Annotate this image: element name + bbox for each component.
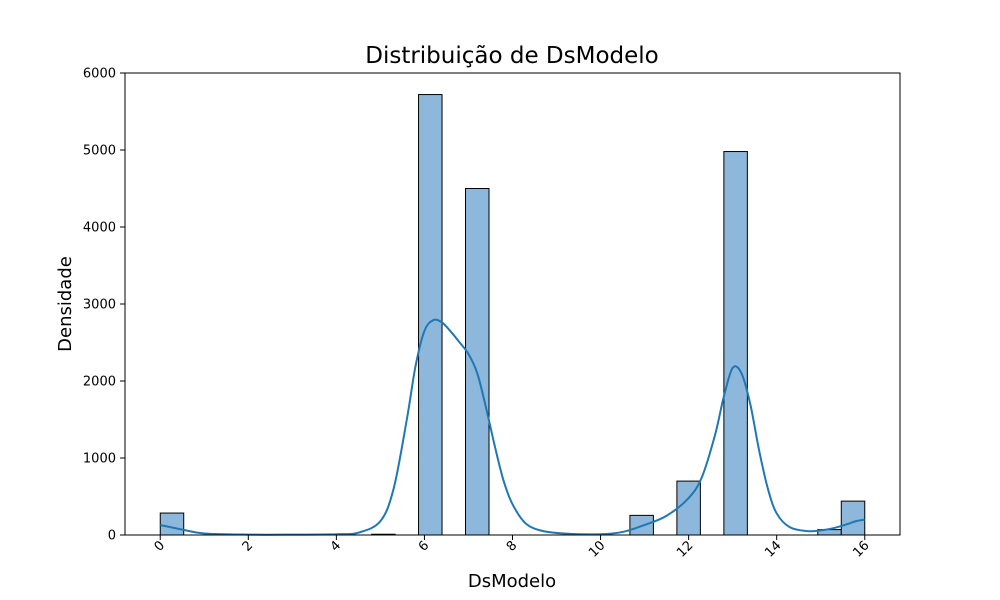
histogram-bar bbox=[676, 480, 701, 536]
histogram-bar bbox=[723, 151, 748, 536]
x-axis-label: DsModelo bbox=[468, 571, 556, 592]
y-tick-label: 1000 bbox=[83, 452, 116, 467]
y-tick-label: 2000 bbox=[83, 375, 116, 390]
chart-title: Distribuição de DsModelo bbox=[365, 43, 659, 69]
bars-group bbox=[159, 94, 866, 536]
y-axis-label: Densidade bbox=[55, 256, 76, 352]
y-tick-label: 3000 bbox=[83, 298, 116, 313]
kde-line bbox=[160, 318, 865, 536]
histogram-bar bbox=[465, 188, 490, 536]
histogram-bar bbox=[159, 512, 185, 536]
histogram-bar bbox=[418, 94, 443, 536]
y-tick-label: 4000 bbox=[83, 221, 116, 236]
kde-group bbox=[160, 318, 865, 536]
histogram-bar bbox=[840, 500, 866, 536]
y-tick-label: 6000 bbox=[83, 67, 116, 82]
y-tick-label: 5000 bbox=[83, 144, 116, 159]
y-tick-label: 0 bbox=[108, 529, 116, 544]
y-axis: 0 1000 2000 3000 4000 5000 6000 bbox=[83, 67, 125, 544]
